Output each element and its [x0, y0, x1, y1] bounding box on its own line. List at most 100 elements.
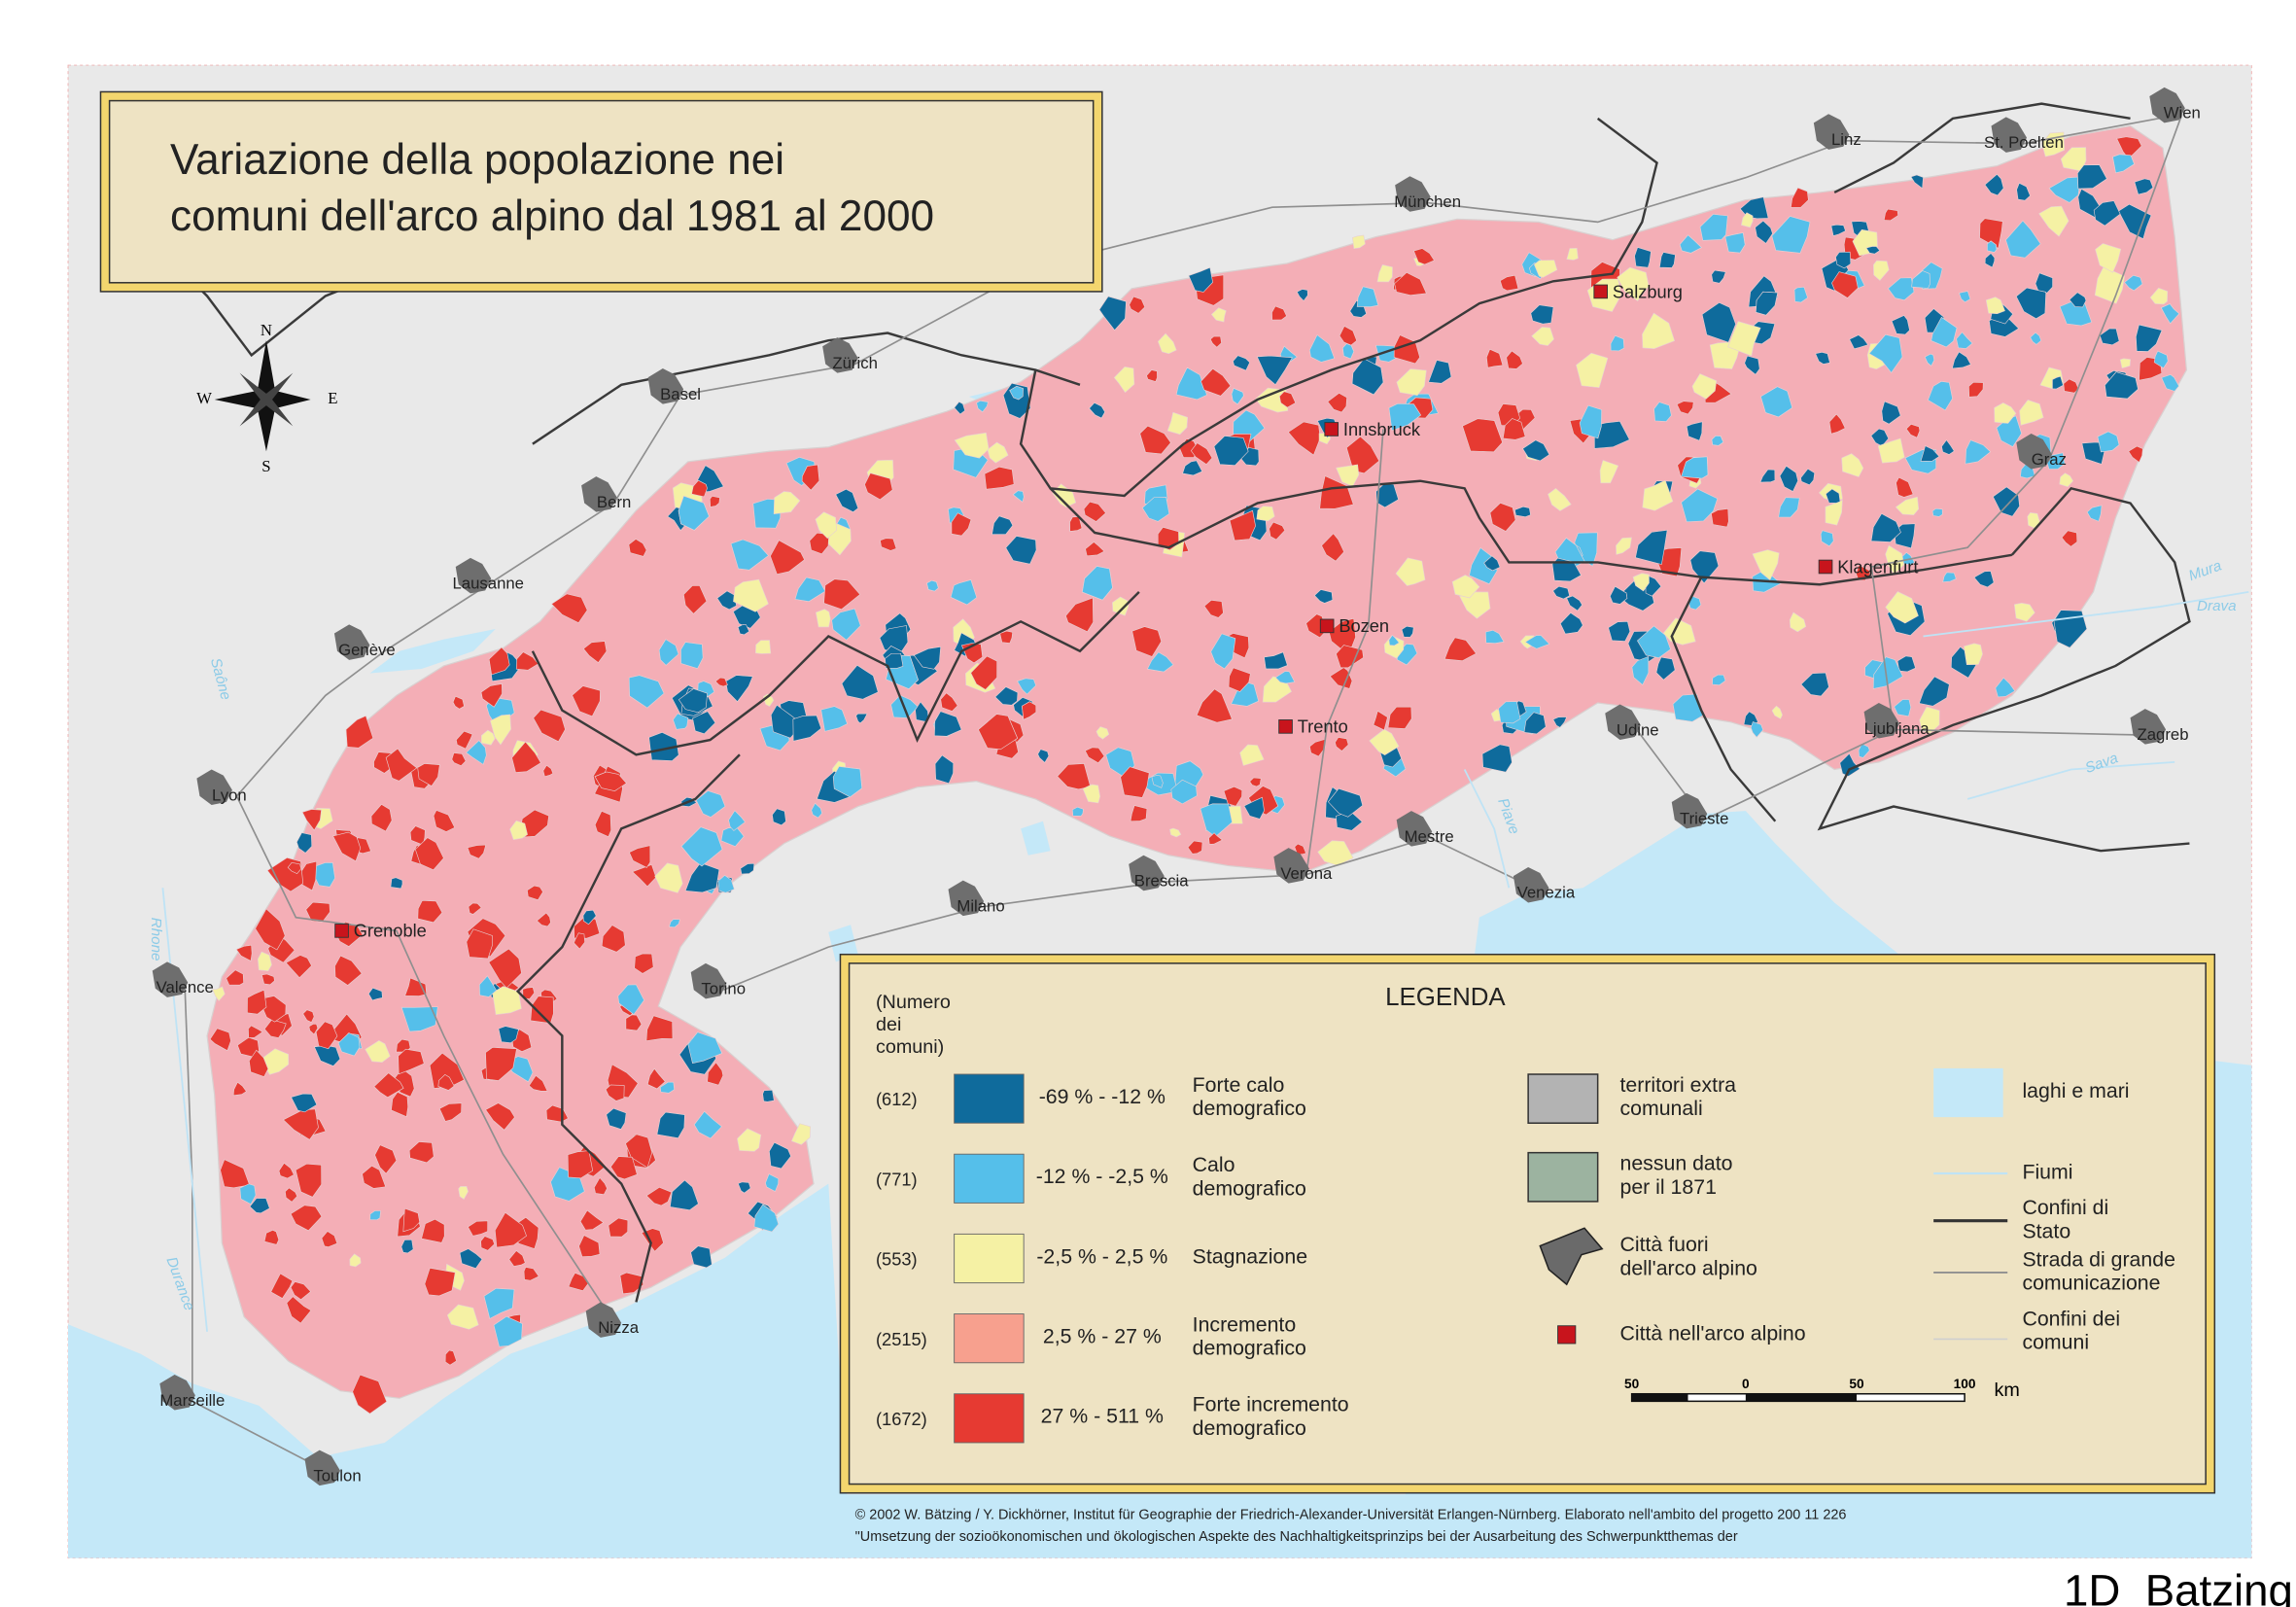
- commune: [404, 977, 428, 996]
- commune: [574, 932, 585, 950]
- scale-unit: km: [1995, 1380, 2020, 1401]
- commune: [645, 1015, 674, 1042]
- commune: [1634, 247, 1652, 268]
- city-outside-marker: [196, 769, 232, 806]
- commune: [678, 495, 710, 531]
- commune: [508, 1250, 526, 1267]
- commune: [2095, 243, 2122, 273]
- commune: [707, 1062, 724, 1086]
- commune: [1489, 502, 1516, 532]
- city-alpine-marker: [1593, 284, 1609, 299]
- commune: [617, 984, 644, 1015]
- commune: [1711, 269, 1726, 284]
- class-count: (612): [876, 1089, 918, 1109]
- commune: [498, 1026, 519, 1044]
- commune: [687, 1031, 723, 1065]
- commune: [692, 711, 716, 735]
- commune: [2041, 131, 2066, 157]
- commune: [1835, 251, 1852, 269]
- commune: [950, 579, 978, 606]
- commune: [1210, 633, 1236, 670]
- commune: [2005, 220, 2041, 259]
- commune: [2030, 332, 2042, 345]
- commune: [1631, 655, 1650, 685]
- commune: [437, 1073, 455, 1091]
- city-alpine-label: Bozen: [1339, 615, 1389, 636]
- commune: [673, 713, 689, 730]
- city-outside-marker: [822, 337, 858, 373]
- commune: [1356, 286, 1379, 307]
- commune: [1166, 411, 1188, 436]
- commune: [255, 908, 286, 951]
- commune: [951, 512, 972, 537]
- commune: [1931, 316, 1958, 348]
- commune: [1481, 744, 1513, 773]
- commune: [257, 951, 272, 972]
- commune: [400, 1006, 438, 1032]
- commune: [1022, 701, 1037, 720]
- commune: [737, 624, 750, 636]
- commune: [1506, 350, 1523, 369]
- city-outside-label: Nizza: [598, 1318, 640, 1337]
- commune: [1141, 497, 1170, 522]
- legend-other-label: Confini di: [2022, 1196, 2108, 1219]
- commune: [835, 488, 859, 512]
- commune: [466, 740, 487, 765]
- commune: [1676, 401, 1694, 415]
- city-outside-label: Trieste: [1680, 810, 1729, 828]
- commune: [773, 491, 801, 515]
- commune: [522, 987, 536, 1000]
- commune: [1752, 549, 1780, 581]
- commune: [1287, 421, 1321, 456]
- city-outside-label: Brescia: [1134, 872, 1189, 891]
- commune: [1965, 439, 1992, 465]
- commune: [1327, 392, 1347, 413]
- commune: [315, 1021, 338, 1050]
- commune: [1502, 418, 1526, 440]
- commune: [1002, 382, 1031, 419]
- legend-other-label: Città fuori: [1619, 1233, 1708, 1256]
- commune: [1928, 381, 1953, 411]
- scale-tick-label: 50: [1624, 1377, 1640, 1391]
- commune: [1896, 655, 1916, 673]
- commune: [291, 1093, 318, 1113]
- lake: [1021, 821, 1051, 856]
- city-outside-marker: [1273, 848, 1309, 884]
- commune: [334, 955, 363, 986]
- commune: [1098, 296, 1127, 332]
- figure-id: 1D_Batzing: [2064, 1565, 2293, 1607]
- class-range: 27 % - 511 %: [1041, 1405, 1164, 1428]
- commune: [263, 1019, 287, 1038]
- city-outside-label: Torino: [701, 980, 746, 998]
- commune: [682, 585, 708, 614]
- commune: [278, 1162, 295, 1179]
- commune: [1964, 643, 1983, 665]
- commune: [769, 1141, 791, 1170]
- commune: [2086, 505, 2103, 522]
- commune: [1336, 645, 1364, 669]
- commune: [976, 400, 989, 413]
- commune: [1146, 369, 1158, 382]
- commune: [1873, 260, 1890, 281]
- legend-other-label: Confini dei: [2022, 1307, 2120, 1330]
- commune: [772, 808, 786, 826]
- commune: [2052, 375, 2064, 390]
- commune: [1941, 439, 1955, 455]
- city-outside-label: Basel: [660, 385, 701, 403]
- commune: [1274, 671, 1296, 684]
- commune: [313, 1045, 341, 1066]
- river: [1463, 769, 1511, 889]
- commune: [1187, 840, 1203, 855]
- commune: [220, 1159, 251, 1189]
- commune: [593, 1176, 608, 1195]
- commune: [1942, 572, 1957, 583]
- commune: [582, 641, 608, 663]
- commune: [421, 1218, 445, 1243]
- commune: [737, 1128, 762, 1152]
- commune: [855, 713, 868, 724]
- commune: [954, 401, 966, 415]
- commune: [490, 714, 511, 746]
- city-outside-marker: [2130, 709, 2167, 745]
- count-header: dei: [876, 1014, 901, 1035]
- commune: [832, 766, 863, 798]
